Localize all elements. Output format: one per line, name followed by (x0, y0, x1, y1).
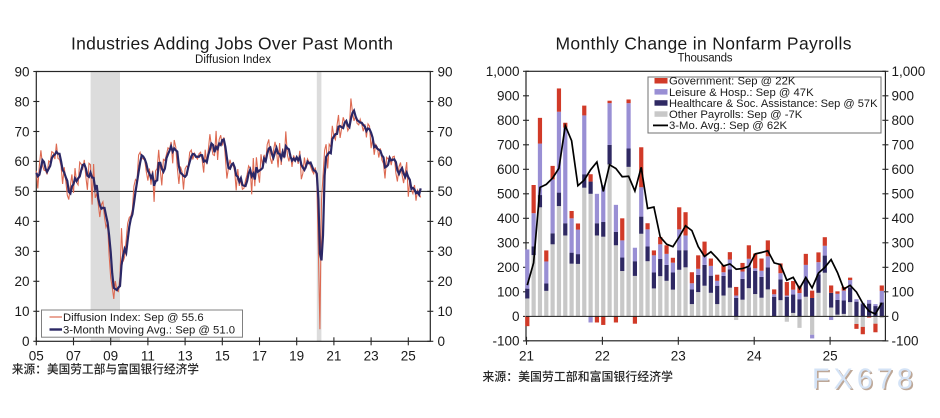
svg-text:17: 17 (252, 349, 267, 364)
svg-text:10: 10 (14, 304, 29, 319)
svg-text:23: 23 (671, 349, 686, 364)
svg-text:3-Month Moving Avg.: Sep @ 51.: 3-Month Moving Avg.: Sep @ 51.0 (63, 325, 235, 337)
svg-text:600: 600 (497, 162, 520, 177)
svg-text:FX678: FX678 (812, 364, 917, 396)
svg-text:1,000: 1,000 (892, 64, 926, 79)
svg-text:21: 21 (326, 349, 341, 364)
svg-text:20: 20 (438, 274, 453, 289)
svg-text:800: 800 (497, 113, 520, 128)
svg-text:60: 60 (14, 154, 29, 169)
svg-text:800: 800 (892, 113, 915, 128)
svg-text:40: 40 (438, 214, 453, 229)
svg-text:20: 20 (14, 274, 29, 289)
svg-text:-100: -100 (892, 334, 919, 349)
svg-text:0: 0 (22, 334, 30, 349)
svg-text:40: 40 (14, 214, 29, 229)
svg-text:3-Mo. Avg.: Sep @ 62K: 3-Mo. Avg.: Sep @ 62K (669, 120, 787, 132)
svg-text:Diffusion Index: Sep @ 55.6: Diffusion Index: Sep @ 55.6 (63, 312, 204, 324)
svg-text:400: 400 (892, 211, 915, 226)
svg-text:900: 900 (497, 89, 520, 104)
svg-text:80: 80 (438, 94, 453, 109)
svg-text:1,000: 1,000 (486, 64, 520, 79)
svg-text:09: 09 (103, 349, 118, 364)
svg-text:23: 23 (364, 349, 379, 364)
svg-text:100: 100 (497, 285, 520, 300)
svg-text:0: 0 (438, 334, 446, 349)
svg-text:50: 50 (14, 184, 29, 199)
svg-text:13: 13 (178, 349, 193, 364)
svg-text:07: 07 (66, 349, 81, 364)
svg-text:50: 50 (438, 184, 453, 199)
svg-text:700: 700 (892, 138, 915, 153)
svg-text:Diffusion Index: Diffusion Index (195, 54, 271, 66)
svg-text:200: 200 (497, 260, 520, 275)
svg-text:100: 100 (892, 285, 915, 300)
svg-text:05: 05 (29, 349, 44, 364)
svg-text:21: 21 (519, 349, 534, 364)
svg-text:70: 70 (438, 124, 453, 139)
svg-text:500: 500 (892, 187, 915, 202)
svg-text:10: 10 (438, 304, 453, 319)
svg-text:30: 30 (14, 244, 29, 259)
svg-text:90: 90 (438, 64, 453, 79)
svg-text:22: 22 (595, 349, 610, 364)
svg-text:0: 0 (892, 309, 900, 324)
svg-text:90: 90 (14, 64, 29, 79)
svg-text:24: 24 (747, 349, 763, 364)
svg-text:60: 60 (438, 154, 453, 169)
svg-text:Thousands: Thousands (678, 53, 733, 65)
svg-text:900: 900 (892, 89, 915, 104)
svg-text:0: 0 (512, 309, 520, 324)
svg-text:15: 15 (215, 349, 230, 364)
svg-text:500: 500 (497, 187, 520, 202)
svg-text:200: 200 (892, 260, 915, 275)
svg-text:11: 11 (141, 349, 155, 364)
svg-text:Industries Adding Jobs Over Pa: Industries Adding Jobs Over Past Month (71, 34, 393, 54)
svg-text:25: 25 (401, 349, 416, 364)
svg-text:25: 25 (823, 349, 838, 364)
svg-text:300: 300 (892, 236, 915, 251)
svg-text:Monthly Change in Nonfarm Payr: Monthly Change in Nonfarm Payrolls (556, 33, 852, 53)
svg-text:400: 400 (497, 211, 520, 226)
svg-text:700: 700 (497, 138, 520, 153)
svg-text:80: 80 (14, 94, 29, 109)
svg-text:30: 30 (438, 244, 453, 259)
svg-text:-100: -100 (492, 334, 519, 349)
svg-text:70: 70 (14, 124, 29, 139)
svg-text:600: 600 (892, 162, 915, 177)
svg-text:300: 300 (497, 236, 520, 251)
svg-text:19: 19 (289, 349, 304, 364)
